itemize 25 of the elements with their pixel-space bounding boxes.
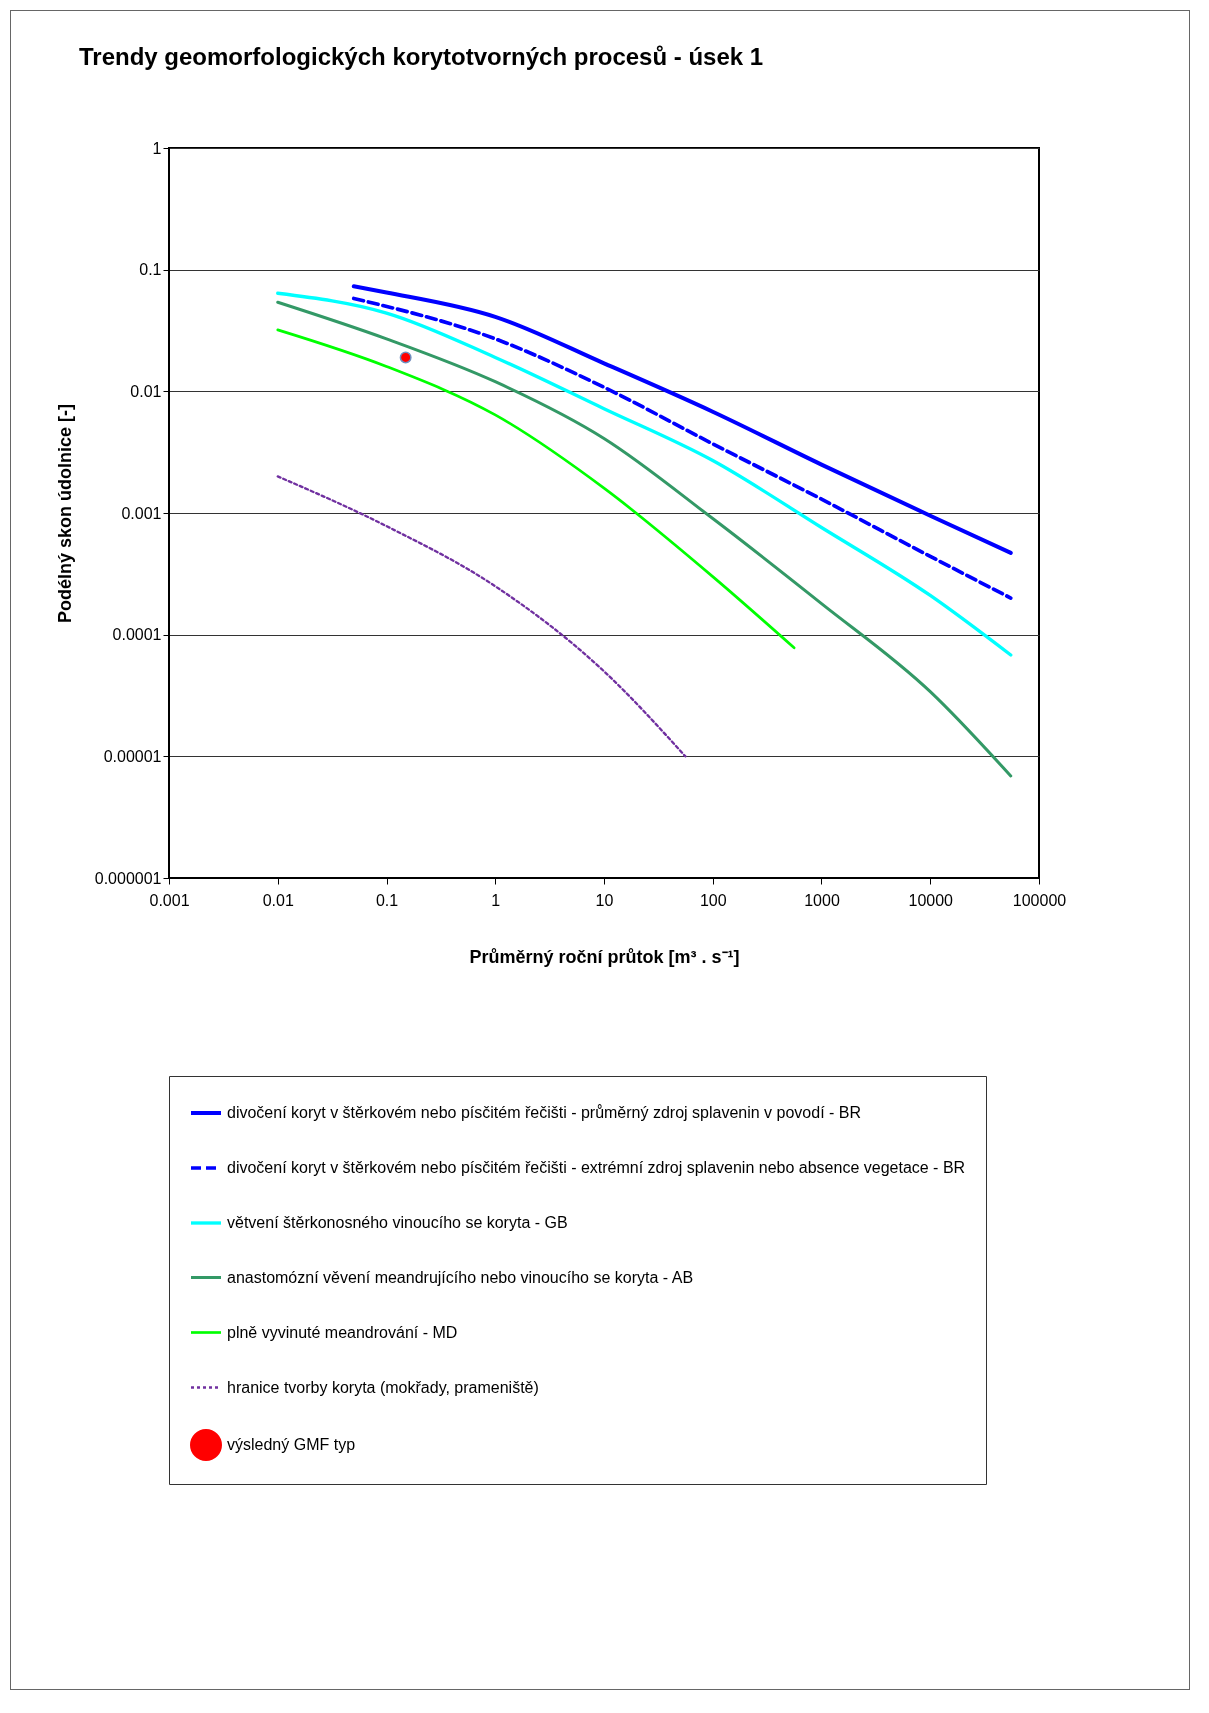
y-tick-label: 0.0001 — [112, 626, 162, 644]
legend-label: plně vyvinuté meandrování - MD — [227, 1323, 458, 1341]
legend-label: větvení štěrkonosného vinoucího se koryta - GB — [227, 1214, 568, 1231]
x-axis-title: Průměrný roční průtok [m³ . s⁻¹] — [469, 946, 740, 967]
x-tick-label: 100000 — [1012, 891, 1067, 909]
y-tick-label: 0.00001 — [103, 747, 162, 765]
y-tick-label: 0.000001 — [94, 869, 162, 887]
y-tick-label: 0.1 — [139, 261, 162, 279]
legend-label: divočení koryt v štěrkovém nebo písčitém řečišti - extrémní zdroj splavenin nebo absence vegetace - BR — [227, 1159, 966, 1176]
y-tick-label: 0.001 — [121, 504, 162, 522]
x-tick-label: 1000 — [804, 891, 840, 909]
x-tick-label: 10000 — [908, 891, 954, 909]
legend-label: výsledný GMF typ — [227, 1436, 356, 1453]
y-tick-label: 1 — [152, 139, 162, 157]
x-tick-label: 1 — [491, 891, 501, 909]
y-axis-title: Podélný skon údolnice [-] — [54, 403, 75, 624]
x-tick-label: 0.01 — [262, 891, 294, 909]
x-tick-label: 100 — [699, 891, 727, 909]
legend-label: divočení koryt v štěrkovém nebo písčitém řečišti - průměrný zdroj splavenin v povodí - BR — [227, 1104, 862, 1121]
x-tick-label: 10 — [595, 891, 614, 909]
legend-label: anastomózní věvení meandrujícího nebo vinoucího se koryta - AB — [227, 1268, 694, 1286]
legend-label: hranice tvorby koryta (mokřady, prameniště) — [227, 1378, 539, 1396]
y-tick-label: 0.01 — [130, 382, 162, 400]
x-tick-label: 0.1 — [375, 891, 399, 909]
chart-title: Trendy geomorfologických korytotvorných procesů - úsek 1 — [79, 43, 764, 70]
